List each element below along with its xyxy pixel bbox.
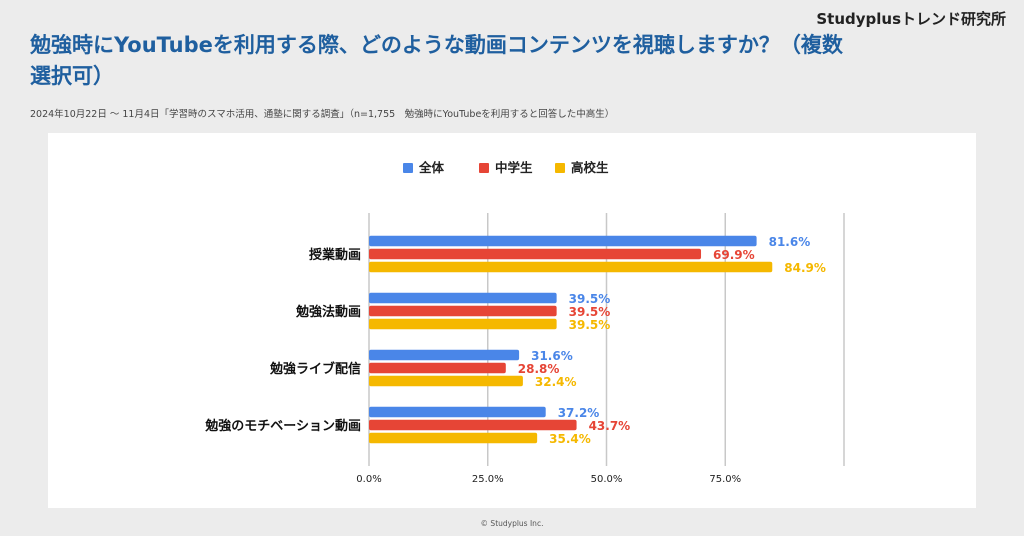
data-label-2-1: 28.8%	[518, 362, 560, 376]
data-label-2-0: 31.6%	[531, 349, 573, 363]
brand-logo: Studyplusトレンド研究所	[816, 10, 1006, 28]
bar-0-1	[369, 248, 702, 260]
survey-subtitle: 2024年10月22日 〜 11月4日「学習時のスマホ活用、通塾に関する調査」（…	[30, 109, 615, 120]
category-label-3: 勉強のモチベーション動画	[204, 418, 361, 434]
data-label-1-2: 39.5%	[569, 318, 611, 332]
data-label-1-0: 39.5%	[569, 292, 611, 306]
data-label-2-2: 32.4%	[535, 375, 577, 389]
bar-2-0	[369, 349, 520, 361]
bar-1-1	[369, 305, 557, 317]
data-label-1-1: 39.5%	[569, 305, 611, 319]
x-tick-label-1: 25.0%	[472, 474, 504, 485]
bar-0-0	[369, 235, 757, 247]
bar-3-2	[369, 432, 538, 444]
x-tick-label-2: 50.0%	[591, 474, 623, 485]
legend-label-1: 中学生	[495, 160, 533, 175]
bar-0-2	[369, 261, 773, 273]
x-tick-label-3: 75.0%	[709, 474, 741, 485]
legend-label-0: 全体	[418, 160, 445, 175]
data-label-3-0: 37.2%	[558, 406, 600, 420]
data-label-0-0: 81.6%	[769, 235, 811, 249]
chart-card: 全体 中学生 高校生 0.0% 25.0% 50.0% 75.0% 授業動画 81.6% 69.9…	[48, 133, 976, 508]
legend-swatch-0	[403, 163, 413, 173]
copyright: © Studyplus Inc.	[480, 519, 544, 528]
category-label-0: 授業動画	[309, 247, 361, 263]
bar-3-1	[369, 419, 577, 431]
category-label-1: 勉強法動画	[295, 304, 361, 320]
bar-1-0	[369, 292, 557, 304]
data-label-3-2: 35.4%	[549, 432, 591, 446]
x-tick-label-0: 0.0%	[356, 474, 381, 485]
data-label-0-2: 84.9%	[784, 261, 826, 275]
legend-swatch-2	[555, 163, 565, 173]
bar-2-2	[369, 375, 523, 387]
page-title: 勉強時にYouTubeを利用する際、どのような動画コンテンツを視聴しますか？（複…	[30, 33, 843, 88]
bar-chart: 全体 中学生 高校生 0.0% 25.0% 50.0% 75.0% 授業動画 81.6% 69.9…	[204, 160, 845, 485]
category-label-2: 勉強ライブ配信	[269, 361, 361, 377]
legend-label-2: 高校生	[571, 160, 609, 175]
data-label-3-1: 43.7%	[589, 419, 631, 433]
bar-1-2	[369, 318, 557, 330]
data-label-0-1: 69.9%	[713, 248, 755, 262]
legend-swatch-1	[479, 163, 489, 173]
bar-3-0	[369, 406, 546, 418]
bar-2-1	[369, 362, 506, 374]
